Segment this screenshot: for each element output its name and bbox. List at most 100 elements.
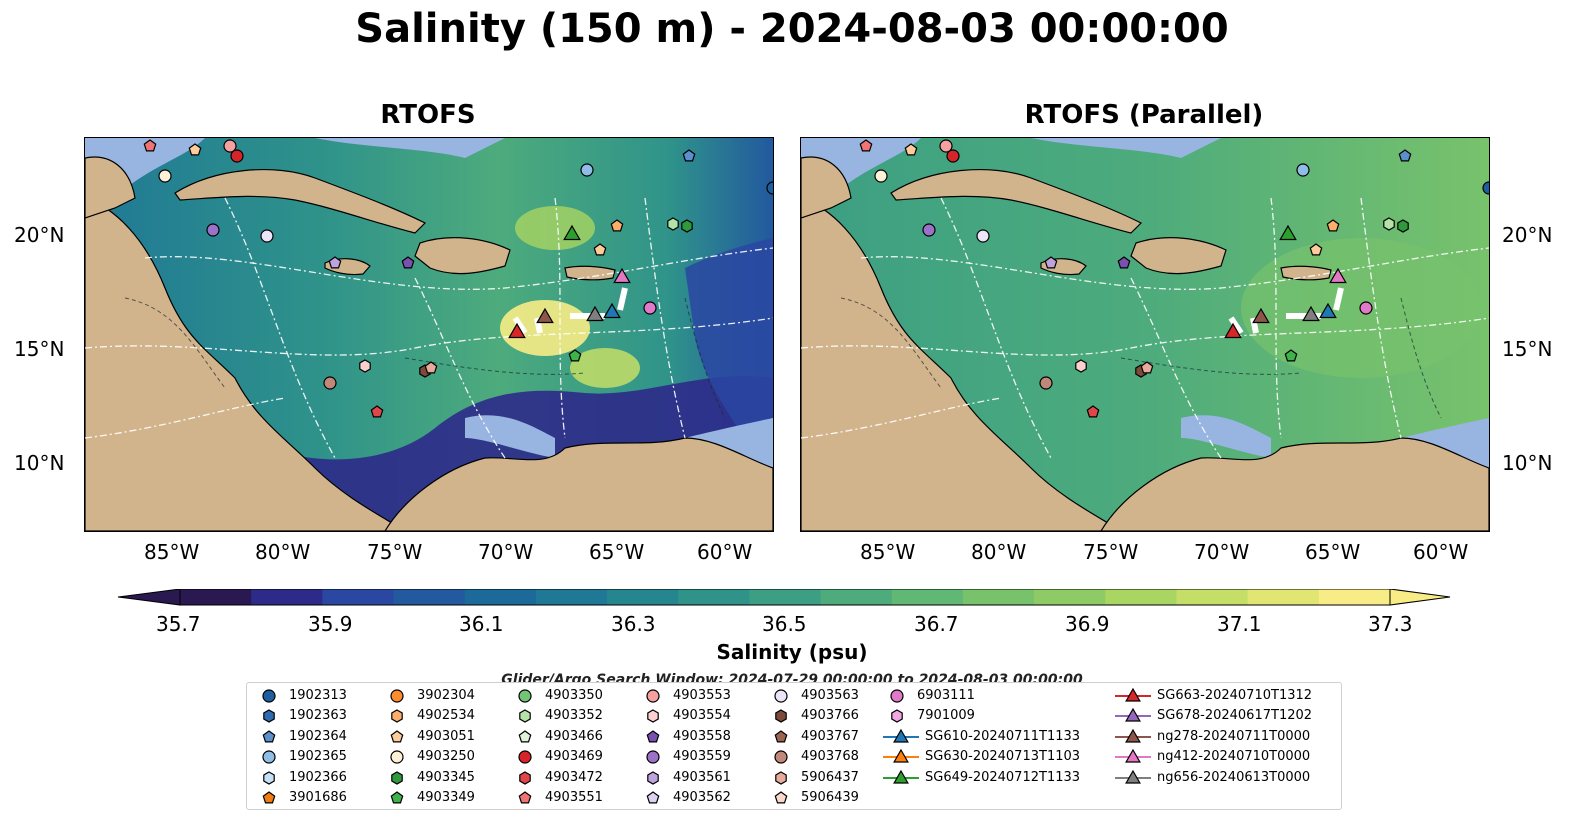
yucatan-peninsula <box>801 156 852 219</box>
eez-boundary <box>224 197 336 459</box>
continental-shelf <box>1181 415 1271 458</box>
lon-label-75w-right: 75°W <box>1083 540 1139 564</box>
legend-label: 4903472 <box>545 769 603 785</box>
colorbar-tick-35-9: 35.9 <box>308 612 353 636</box>
legend-marker <box>519 770 531 785</box>
legend-symbol <box>775 709 787 724</box>
legend-marker <box>774 750 788 764</box>
legend-label: 4903349 <box>417 790 475 805</box>
legend-marker <box>519 709 531 724</box>
legend-label: SG630-20240713T1103 <box>925 749 1081 765</box>
argo-float-marker <box>143 139 157 152</box>
argo-float-marker <box>206 223 220 237</box>
lat-label-15n-right: 15°N <box>1502 337 1553 361</box>
lat-label-20n-right: 20°N <box>1502 223 1553 247</box>
legend-symbol <box>518 750 532 764</box>
colorbar-segment <box>464 589 537 605</box>
legend-symbol <box>519 709 531 724</box>
argo-float-marker <box>370 405 384 418</box>
legend-symbol <box>774 689 788 703</box>
legend-marker <box>390 750 404 764</box>
colorbar-extend-max <box>1389 589 1451 606</box>
legend-marker <box>890 689 904 703</box>
argo-float-marker <box>1296 163 1310 177</box>
eez-boundary <box>554 197 566 439</box>
legend-marker <box>263 709 275 724</box>
colorbar-segment <box>962 589 1035 605</box>
legend-symbol <box>1115 769 1151 784</box>
argo-float-marker <box>643 301 657 315</box>
legend-marker <box>893 728 909 743</box>
glider-marker <box>1279 224 1297 241</box>
legend-label: 4903558 <box>673 728 731 744</box>
eez-boundary <box>801 317 1489 356</box>
legend-label: 4903250 <box>417 749 475 765</box>
map-panel-rtofs-parallel <box>800 137 1490 532</box>
legend-label: 1902365 <box>289 749 347 765</box>
colorbar-extend-min <box>117 589 181 606</box>
argo-float-marker <box>1039 376 1053 390</box>
legend-marker <box>262 750 276 764</box>
eez-boundary <box>940 197 1052 459</box>
hispaniola-island <box>414 237 511 275</box>
argo-float-marker <box>681 219 693 233</box>
argo-float-marker <box>593 243 607 256</box>
legend-label: 4903554 <box>673 708 731 724</box>
legend-marker <box>647 709 659 724</box>
eez-boundary <box>1360 197 1402 439</box>
legend-label: 4903051 <box>417 728 475 744</box>
argo-float-marker <box>1044 256 1058 269</box>
legend-symbol <box>518 730 532 743</box>
argo-float-marker <box>188 143 202 156</box>
colorbar-segment <box>1105 589 1177 605</box>
legend-label: 1902363 <box>289 708 347 724</box>
legend-symbol <box>263 770 275 785</box>
argo-float-marker <box>874 169 888 183</box>
colorbar-segment <box>607 589 679 605</box>
legend-label: 4903352 <box>545 708 603 724</box>
legend-label: 4903559 <box>673 749 731 765</box>
legend-marker <box>518 689 532 703</box>
eez-boundary <box>85 317 773 356</box>
legend-marker <box>390 689 404 703</box>
lon-label-60w-right: 60°W <box>1413 540 1469 564</box>
argo-float-marker <box>401 256 415 269</box>
argo-float-marker <box>580 163 594 177</box>
legend-label: 1902313 <box>289 688 347 703</box>
legend-label: ng278-20240711T0000 <box>1157 728 1311 744</box>
depth-contour <box>1120 357 1302 375</box>
legend-marker <box>1125 748 1141 763</box>
argo-float-marker <box>158 169 172 183</box>
legend-symbol <box>518 791 532 804</box>
legend-symbol <box>646 730 660 743</box>
legend-label: 4903350 <box>545 688 603 703</box>
legend-label: 6903111 <box>917 688 975 703</box>
argo-float-marker <box>610 219 624 232</box>
legend-label: 4903563 <box>801 688 859 703</box>
legend-symbol <box>883 728 919 743</box>
legend-marker <box>262 791 276 804</box>
legend-marker <box>1125 728 1141 743</box>
lat-label-20n-left: 20°N <box>14 223 65 247</box>
legend-label: ng656-20240613T0000 <box>1157 769 1311 785</box>
lon-label-75w-left: 75°W <box>367 540 423 564</box>
glider-marker <box>508 322 526 339</box>
legend-label: 4903768 <box>801 749 859 765</box>
glider-marker <box>603 302 621 319</box>
glider-marker <box>1329 267 1347 284</box>
high-salinity-patch <box>500 300 590 356</box>
legend-label: 4903551 <box>545 790 603 805</box>
panel-title-rtofs: RTOFS <box>380 100 476 130</box>
legend-symbol <box>774 791 788 804</box>
legend-marker <box>891 709 903 724</box>
legend-symbol <box>390 791 404 804</box>
central-america-land <box>801 197 1123 531</box>
legend-symbol <box>1115 708 1151 722</box>
legend-marker <box>774 689 788 703</box>
lat-label-10n-right: 10°N <box>1502 451 1553 475</box>
legend-label: SG649-20240712T1133 <box>925 769 1081 785</box>
eez-boundary <box>1270 197 1282 439</box>
legend-marker <box>263 770 275 785</box>
glider-marker <box>1319 302 1337 319</box>
eez-boundary <box>85 397 286 439</box>
